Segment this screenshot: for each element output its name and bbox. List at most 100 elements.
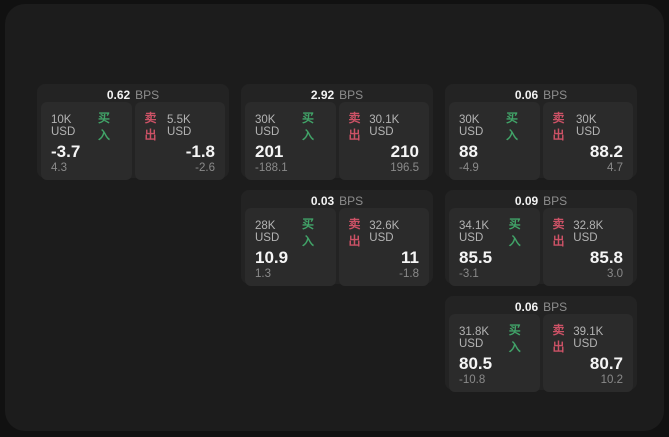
sell-tile[interactable]: 卖出 30K USD 88.2 4.7 [542,102,633,180]
sell-size: 30.1K USD [369,114,400,138]
sell-size: 5.5K USD [167,114,192,138]
tiles-row: 34.1K USD 买入 85.5 -3.1 卖出 32.8K USD 85.8… [449,208,633,286]
buy-price: -3.7 [51,142,81,161]
bps-unit: BPS [543,194,568,208]
buy-size: 28K USD [255,220,280,244]
quote-card: 0.09 BPS 34.1K USD 买入 85.5 -3.1 卖出 32.8K… [445,190,637,286]
sell-label: 卖出 [552,217,565,248]
tile-top: 10K USD 买入 [51,109,122,143]
buy-size: 30K USD [459,114,484,138]
quote-card: 0.03 BPS 28K USD 买入 10.9 1.3 卖出 32.6K US… [241,190,433,286]
buy-delta: -188.1 [255,161,288,174]
sell-label: 卖出 [348,217,361,248]
bps-value: 0.09 [514,194,539,208]
sell-price: 210 [390,142,419,161]
card-header: 0.62 BPS [41,88,225,102]
quote-card: 0.62 BPS 10K USD 买入 -3.7 4.3 卖出 5.5K USD [37,84,229,180]
sell-size: 32.8K USD [573,220,604,244]
tiles-row: 10K USD 买入 -3.7 4.3 卖出 5.5K USD -1.8 -2.… [41,102,225,180]
card-header: 0.06 BPS [449,300,633,314]
tile-top: 31.8K USD 买入 [459,321,530,355]
sell-price: 88.2 [589,142,623,161]
tile-top: 30K USD 买入 [459,109,530,143]
tile-top: 34.1K USD 买入 [459,215,530,249]
buy-tile[interactable]: 10K USD 买入 -3.7 4.3 [41,102,132,180]
buy-price: 10.9 [255,248,289,267]
buy-label: 买入 [97,111,110,142]
buy-label: 买入 [508,323,521,354]
sell-label: 卖出 [348,111,361,142]
sell-delta: 4.7 [607,161,623,174]
bps-value: 0.62 [106,88,131,102]
sell-delta: 10.2 [600,373,623,386]
sell-size: 30K USD [576,114,601,138]
card-header: 0.09 BPS [449,194,633,208]
sell-price: 85.8 [589,248,623,267]
bps-unit: BPS [339,194,364,208]
quote-card: 0.06 BPS 31.8K USD 买入 80.5 -10.8 卖出 39.1… [445,296,637,392]
tile-top: 卖出 39.1K USD [553,321,624,355]
quote-card: 2.92 BPS 30K USD 买入 201 -188.1 卖出 30.1K … [241,84,433,180]
buy-tile[interactable]: 28K USD 买入 10.9 1.3 [245,208,336,286]
bps-unit: BPS [543,88,568,102]
tile-top: 卖出 30K USD [553,109,624,143]
tile-top: 30K USD 买入 [255,109,326,143]
bps-unit: BPS [339,88,364,102]
card-header: 0.06 BPS [449,88,633,102]
buy-tile[interactable]: 30K USD 买入 88 -4.9 [449,102,540,180]
sell-tile[interactable]: 卖出 32.6K USD 11 -1.8 [338,208,429,286]
buy-label: 买入 [505,111,518,142]
buy-price: 85.5 [459,248,493,267]
sell-price: 80.7 [589,354,623,373]
bps-value: 0.03 [310,194,335,208]
main-panel: 0.62 BPS 10K USD 买入 -3.7 4.3 卖出 5.5K USD [5,4,664,431]
sell-tile[interactable]: 卖出 32.8K USD 85.8 3.0 [542,208,633,286]
bps-value: 0.06 [514,88,539,102]
sell-delta: 3.0 [607,267,623,280]
sell-size: 39.1K USD [573,326,604,350]
sell-tile[interactable]: 卖出 30.1K USD 210 196.5 [338,102,429,180]
tile-top: 卖出 30.1K USD [349,109,420,143]
sell-label: 卖出 [552,323,565,354]
sell-size: 32.6K USD [369,220,400,244]
buy-delta: -4.9 [459,161,479,174]
buy-size: 30K USD [255,114,280,138]
buy-price: 88 [459,142,478,161]
tiles-row: 28K USD 买入 10.9 1.3 卖出 32.6K USD 11 -1.8 [245,208,429,286]
quote-card: 0.06 BPS 30K USD 买入 88 -4.9 卖出 30K USD [445,84,637,180]
sell-tile[interactable]: 卖出 5.5K USD -1.8 -2.6 [134,102,225,180]
buy-size: 31.8K USD [459,326,490,350]
sell-label: 卖出 [552,111,565,142]
buy-tile[interactable]: 34.1K USD 买入 85.5 -3.1 [449,208,540,286]
sell-delta: -1.8 [399,267,419,280]
quote-cards-grid: 0.62 BPS 10K USD 买入 -3.7 4.3 卖出 5.5K USD [37,84,637,392]
sell-tile[interactable]: 卖出 39.1K USD 80.7 10.2 [542,314,633,392]
sell-delta: -2.6 [195,161,215,174]
bps-value: 0.06 [514,300,539,314]
tiles-row: 31.8K USD 买入 80.5 -10.8 卖出 39.1K USD 80.… [449,314,633,392]
tile-top: 28K USD 买入 [255,215,326,249]
buy-price: 201 [255,142,284,161]
card-header: 2.92 BPS [245,88,429,102]
tile-top: 卖出 32.8K USD [553,215,624,249]
card-header: 0.03 BPS [245,194,429,208]
sell-price: 11 [401,248,419,267]
buy-tile[interactable]: 30K USD 买入 201 -188.1 [245,102,336,180]
tiles-row: 30K USD 买入 201 -188.1 卖出 30.1K USD 210 1… [245,102,429,180]
buy-size: 34.1K USD [459,220,490,244]
buy-delta: -3.1 [459,267,479,280]
bps-unit: BPS [135,88,160,102]
tile-top: 卖出 32.6K USD [349,215,420,249]
sell-price: -1.8 [185,142,215,161]
buy-tile[interactable]: 31.8K USD 买入 80.5 -10.8 [449,314,540,392]
buy-size: 10K USD [51,114,76,138]
sell-delta: 196.5 [390,161,419,174]
buy-delta: 1.3 [255,267,271,280]
buy-label: 买入 [301,111,314,142]
buy-price: 80.5 [459,354,493,373]
tiles-row: 30K USD 买入 88 -4.9 卖出 30K USD 88.2 4.7 [449,102,633,180]
bps-value: 2.92 [310,88,335,102]
buy-label: 买入 [508,217,521,248]
buy-label: 买入 [301,217,314,248]
buy-delta: -10.8 [459,373,486,386]
